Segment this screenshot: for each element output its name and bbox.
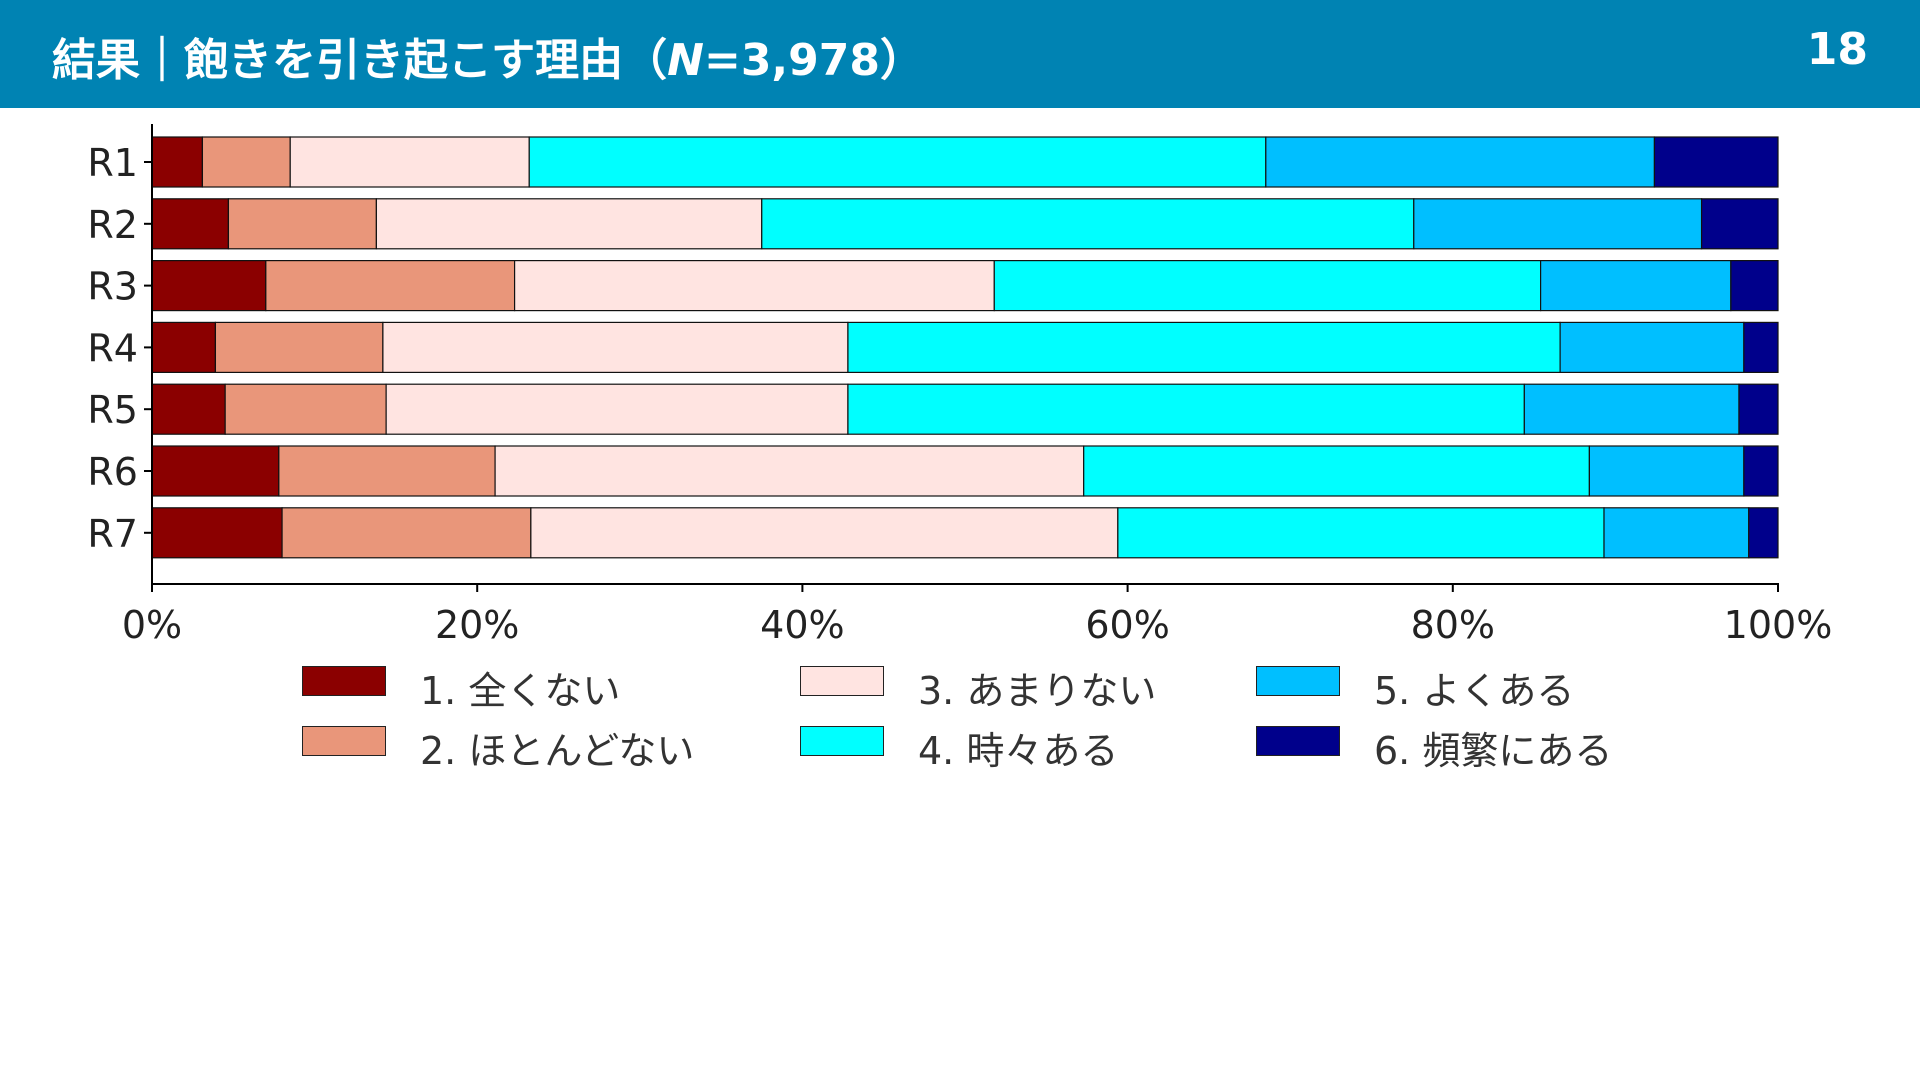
bar-segment [281, 507, 532, 559]
title-prefix: 結果｜飽きを引き起こす理由（ [52, 35, 668, 86]
bar-segment [761, 198, 1415, 250]
page-number: 18 [1806, 24, 1868, 75]
bar-segment [847, 321, 1561, 373]
bar-segment [227, 198, 377, 250]
bar-segment [1653, 136, 1779, 188]
y-tick-label: R6 [87, 450, 138, 494]
bar-segment [993, 260, 1542, 312]
legend-swatch [800, 726, 884, 756]
y-tick-label: R1 [87, 141, 138, 185]
legend-swatch [800, 666, 884, 696]
title-suffix: =3,978） [703, 35, 924, 86]
bar-segment [1748, 507, 1779, 559]
bar-segment [1588, 445, 1745, 497]
bar-segment [382, 321, 849, 373]
bar-segment [151, 198, 230, 250]
bar-segment [151, 136, 204, 188]
legend-label: 1. 全くない [420, 669, 621, 713]
x-tick-label: 100% [1724, 603, 1833, 647]
y-tick-label: R4 [87, 326, 138, 370]
bar-segment [375, 198, 763, 250]
bar-segment [1700, 198, 1779, 250]
slide-title: 結果｜飽きを引き起こす理由（N=3,978） [52, 24, 924, 88]
x-tick-label: 20% [435, 603, 519, 647]
bar-segment [528, 136, 1267, 188]
bar-segment [1743, 445, 1779, 497]
bar-segment [151, 260, 267, 312]
legend-label: 4. 時々ある [918, 729, 1119, 773]
legend-swatch [1256, 666, 1340, 696]
y-tick-label: R7 [87, 512, 138, 556]
bar-segment [530, 507, 1119, 559]
legend-label: 3. あまりない [918, 669, 1157, 713]
bar-segment [385, 383, 849, 435]
bar-segment [201, 136, 291, 188]
bar-segment [1738, 383, 1779, 435]
bar-segment [151, 445, 280, 497]
bar-segment [847, 383, 1525, 435]
y-tick-label: R2 [87, 203, 138, 247]
bar-segment [265, 260, 516, 312]
bar-segment [278, 445, 496, 497]
x-tick-label: 40% [760, 603, 844, 647]
bar-segment [151, 321, 217, 373]
bar-segment [513, 260, 995, 312]
bar-segment [1523, 383, 1740, 435]
bar-segment [1083, 445, 1590, 497]
bar-segment [151, 507, 283, 559]
bar-segment [1540, 260, 1732, 312]
y-tick-label: R3 [87, 265, 138, 309]
bar-segment [1117, 507, 1605, 559]
stacked-bar-chart: R1 R2 R3 R4 R5 R6 R7 0% 20% 40% 60% 80% 100% [87, 124, 1833, 647]
bar-segment [224, 383, 387, 435]
bar-segment [1743, 321, 1779, 373]
bar-segment [1603, 507, 1750, 559]
legend-label: 6. 頻繁にある [1374, 729, 1613, 773]
legend-swatch [302, 666, 386, 696]
bar-segment [1730, 260, 1779, 312]
x-tick-label: 0% [122, 603, 182, 647]
legend-swatch [302, 726, 386, 756]
bar-segment [289, 136, 530, 188]
legend-label: 2. ほとんどない [420, 729, 695, 773]
bar-segment [214, 321, 384, 373]
bar-segment [151, 383, 226, 435]
x-tick-label: 60% [1085, 603, 1169, 647]
legend-swatch [1256, 726, 1340, 756]
bar-segment [1413, 198, 1703, 250]
bar-segment [1265, 136, 1656, 188]
y-tick-label: R5 [87, 388, 138, 432]
slide-header: 結果｜飽きを引き起こす理由（N=3,978） 18 [0, 0, 1920, 108]
title-n: N [667, 35, 704, 86]
legend-label: 5. よくある [1374, 669, 1575, 713]
x-tick-label: 80% [1411, 603, 1495, 647]
bar-segment [1559, 321, 1745, 373]
bar-segment [494, 445, 1085, 497]
